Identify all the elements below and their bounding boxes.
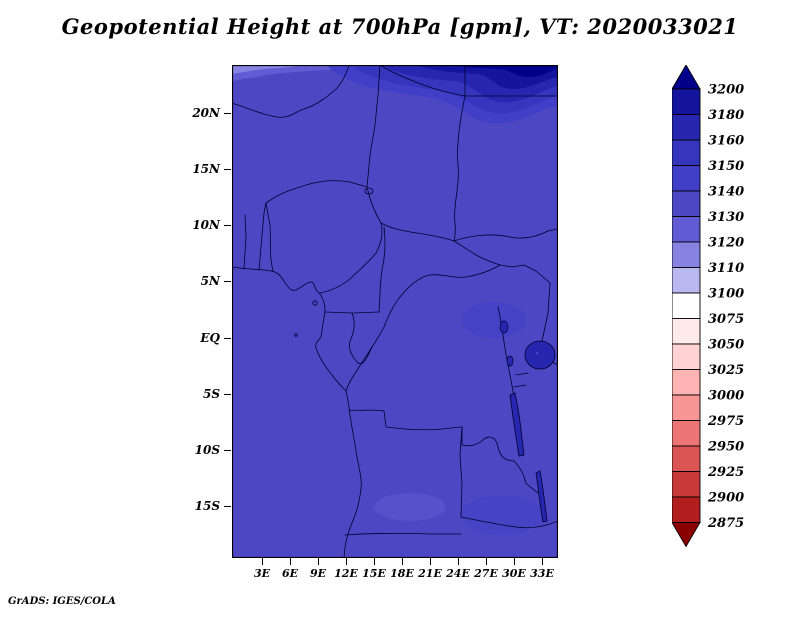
colorbar-level-label: 2950 — [707, 440, 744, 455]
colorbar-box — [671, 88, 701, 115]
colorbar-box — [671, 292, 701, 319]
x-tick — [542, 558, 543, 565]
colorbar-box — [671, 471, 701, 498]
x-tick — [458, 558, 459, 565]
lakes — [499, 320, 556, 523]
bioko-island — [312, 300, 318, 306]
x-tick-label: 18E — [390, 567, 414, 580]
colorbar-level-label: 3130 — [708, 210, 744, 225]
x-tick — [318, 558, 319, 565]
colorbar-level-label: 3160 — [708, 134, 744, 149]
colorbar-level-label: 2900 — [707, 491, 744, 506]
field-band-3200 — [452, 65, 558, 77]
y-tick — [224, 113, 231, 114]
colorbar-level-label: 3025 — [708, 363, 744, 378]
colorbar-level-label: 3100 — [708, 287, 744, 302]
colorbar-box — [671, 165, 701, 192]
colorbar-box — [671, 394, 701, 421]
y-tick-label: 15S — [194, 499, 220, 513]
colorbar-level-label: 3075 — [708, 312, 744, 327]
y-tick-label: 5N — [200, 274, 220, 289]
x-tick-label: 6E — [281, 567, 299, 580]
lake-tanganyika — [509, 392, 525, 457]
colorbar: 3200 3180 3160 3150 3140 3130 3120 3110 3100 3075… — [671, 64, 782, 560]
chart-title: Geopotential Height at 700hPa [gpm], VT:… — [61, 14, 739, 39]
x-tick-label: 12E — [334, 567, 358, 580]
colorbar-box — [671, 114, 701, 141]
map-frame — [232, 65, 558, 558]
colorbar-level-label: 3140 — [708, 185, 744, 200]
colorbar-box — [671, 267, 701, 294]
x-tick — [486, 558, 487, 565]
y-tick-label: 10N — [192, 218, 220, 233]
colorbar-level-label: 2875 — [707, 516, 744, 531]
colorbar-level-label: 3050 — [708, 338, 744, 353]
x-tick-label: 9E — [309, 567, 327, 580]
colorbar-level-label: 3110 — [708, 261, 744, 276]
x-tick — [374, 558, 375, 565]
x-tick — [290, 558, 291, 565]
x-tick — [514, 558, 515, 565]
colorbar-level-label: 3200 — [708, 83, 744, 98]
x-tick-label: 24E — [446, 567, 470, 580]
y-tick — [224, 225, 231, 227]
y-tick — [224, 393, 231, 395]
coastline — [232, 266, 362, 558]
x-tick — [430, 558, 431, 565]
lake-kivu — [506, 355, 514, 367]
field-band-3120 — [232, 65, 362, 82]
y-tick — [224, 281, 231, 283]
colorbar-box — [671, 420, 701, 447]
lake-malawi — [535, 470, 548, 523]
y-tick — [224, 169, 231, 171]
map-svg — [232, 65, 558, 558]
field-patch-dark-southeast — [460, 495, 544, 535]
colorbar-level-label: 3000 — [708, 389, 744, 404]
x-tick-label: 27E — [474, 567, 498, 580]
colorbar-level-label: 3120 — [708, 236, 744, 251]
y-tick-label: 15N — [192, 162, 220, 177]
x-tick-label: 33E — [530, 567, 554, 580]
y-tick — [224, 506, 231, 507]
lake-victoria — [524, 340, 556, 370]
field-patch-light-south — [374, 493, 446, 521]
x-tick-label: 15E — [362, 567, 386, 580]
colorbar-box — [671, 369, 701, 396]
field-band-3110 — [232, 65, 304, 74]
colorbar-level-label: 3150 — [708, 159, 744, 174]
x-tick — [402, 558, 403, 565]
colorbar-box — [671, 343, 701, 370]
colorbar-level-label: 3180 — [708, 108, 744, 123]
lake-chad — [364, 187, 374, 195]
sao-tome-island — [294, 333, 298, 337]
x-tick — [346, 558, 347, 565]
colorbar-box — [671, 241, 701, 268]
colorbar-box — [671, 190, 701, 217]
y-tick-label: 20N — [192, 106, 220, 120]
x-tick-label: 30E — [502, 567, 526, 580]
colorbar-arrow-up-icon — [671, 64, 701, 90]
y-tick — [224, 449, 231, 451]
map-plot — [232, 65, 558, 558]
colorbar-box — [671, 445, 701, 472]
colorbar-level-label: 2975 — [707, 414, 744, 429]
colorbar-level-label: 2925 — [707, 465, 744, 480]
y-tick-label: 10S — [194, 442, 220, 457]
lake-albert — [499, 320, 509, 334]
y-tick-label: EQ — [200, 330, 220, 345]
x-tick-label: 3E — [253, 567, 271, 580]
x-tick — [262, 558, 263, 565]
y-tick-label: 5S — [202, 386, 220, 401]
lake-victoria-island — [535, 351, 539, 355]
colorbar-box — [671, 496, 701, 523]
y-tick — [224, 337, 231, 339]
colorbar-box — [671, 318, 701, 345]
x-tick-label: 21E — [418, 567, 442, 580]
colorbar-arrow-down-icon — [671, 522, 701, 548]
colorbar-box — [671, 139, 701, 166]
field-patch-dark-east — [462, 302, 526, 338]
attribution: GrADS: IGES/COLA — [8, 596, 116, 607]
colorbar-box — [671, 216, 701, 243]
